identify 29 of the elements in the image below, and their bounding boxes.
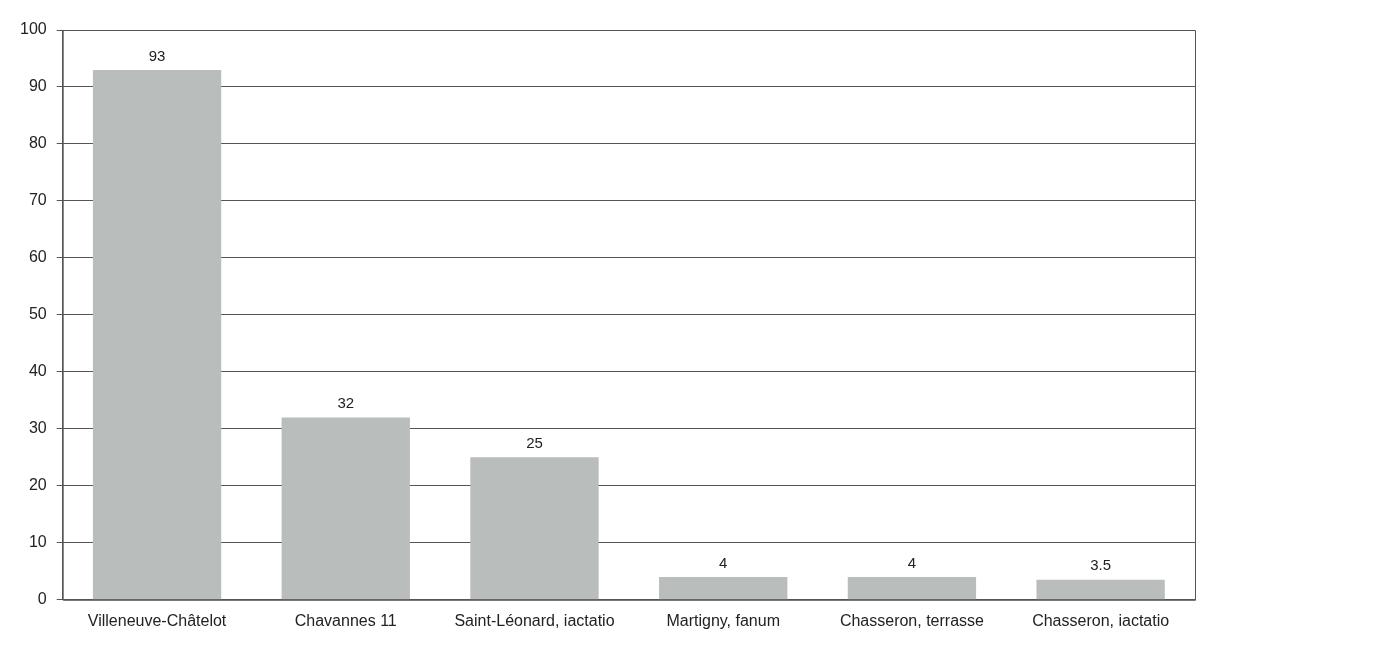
x-tick-label: Martigny, fanum xyxy=(666,611,780,629)
bar xyxy=(1036,579,1165,600)
data-label: 4 xyxy=(907,553,917,571)
x-tick-label: Chasseron, iactatio xyxy=(1032,611,1170,629)
data-label: 93 xyxy=(148,46,166,64)
y-tick-label: 30 xyxy=(28,419,47,437)
x-tick-label: Saint-Léonard, iactatio xyxy=(454,611,615,629)
data-label: 3.5 xyxy=(1090,556,1112,574)
bar xyxy=(470,457,599,600)
y-tick-label: 40 xyxy=(28,362,47,380)
data-label: 4 xyxy=(719,553,728,571)
y-tick-label: 60 xyxy=(28,248,47,266)
y-tick-label: 10 xyxy=(28,533,47,551)
y-tick-label: 90 xyxy=(28,77,47,95)
data-label: 32 xyxy=(337,394,355,412)
y-tick-label: 0 xyxy=(37,590,47,608)
data-label: 25 xyxy=(526,433,543,451)
bar xyxy=(847,577,977,600)
y-tick-label: 80 xyxy=(28,134,47,152)
y-tick-label: 70 xyxy=(28,191,47,209)
y-tick-label: 100 xyxy=(19,20,47,38)
bar xyxy=(659,577,788,600)
y-tick-label: 20 xyxy=(28,476,47,494)
x-tick-label: Chasseron, terrasse xyxy=(839,611,985,629)
x-tick-label: Villeneuve-Châtelot xyxy=(87,611,227,629)
bar xyxy=(281,417,410,600)
y-tick-label: 50 xyxy=(28,305,47,323)
x-tick-label: Chavannes 11 xyxy=(294,611,397,629)
bar xyxy=(92,69,222,600)
